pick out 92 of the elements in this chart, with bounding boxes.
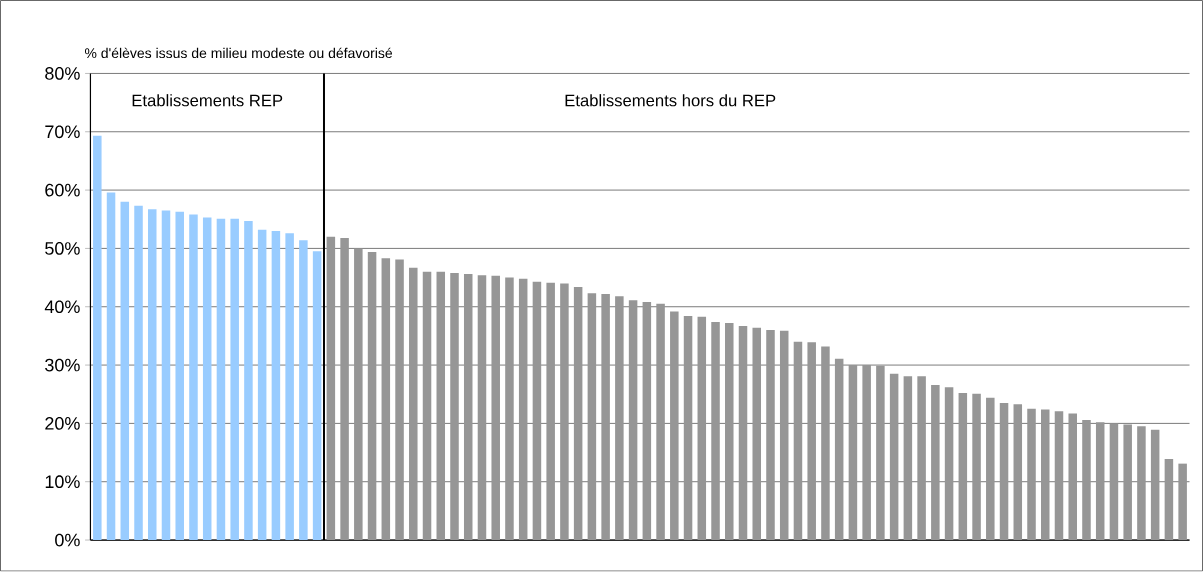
bar (299, 240, 308, 541)
annotation: Etablissements hors du REP (565, 94, 776, 107)
bar (1068, 413, 1077, 541)
bar (656, 304, 665, 541)
bar (1082, 420, 1091, 541)
bar (106, 192, 116, 541)
bar (601, 294, 610, 541)
bar (766, 330, 775, 541)
bar (738, 326, 748, 541)
bar (354, 248, 363, 541)
y-tick-label: 60% (45, 183, 80, 197)
bar (876, 365, 885, 541)
bar (779, 330, 789, 541)
bar (1095, 422, 1105, 541)
bar (999, 403, 1009, 541)
bar (450, 273, 459, 541)
bar (230, 218, 239, 541)
bar (834, 358, 844, 541)
bar (1137, 426, 1146, 541)
bar (1041, 409, 1050, 541)
y-tick-label: 50% (45, 242, 80, 256)
bar (175, 211, 184, 541)
bar (436, 271, 446, 541)
bar (409, 267, 418, 541)
bar (189, 214, 198, 541)
bar (161, 210, 171, 541)
y-axis-title: % d'élèves issus de milieu modeste ou défavorisé (84, 47, 393, 59)
bar (340, 238, 349, 541)
bar (903, 376, 913, 541)
annotation: Etablissements REP (132, 94, 283, 107)
bar (697, 316, 707, 541)
bar (257, 229, 267, 541)
bar (931, 385, 940, 541)
bar (505, 277, 514, 541)
y-tick-label: 80% (45, 67, 80, 81)
bar (1178, 463, 1187, 541)
bar (958, 393, 968, 541)
bar (271, 231, 281, 541)
bar (244, 221, 253, 541)
bar (395, 259, 404, 541)
bar (944, 387, 954, 541)
bar (381, 258, 391, 541)
bar (917, 376, 926, 541)
bar (1150, 430, 1160, 541)
y-tick-label: 20% (45, 417, 80, 430)
bar (1013, 404, 1023, 541)
bar (752, 327, 762, 541)
bar (1123, 424, 1132, 541)
y-tick-label: 40% (44, 300, 80, 314)
bar (725, 323, 734, 541)
bar (463, 274, 473, 541)
bar (202, 217, 212, 541)
bar (120, 201, 130, 541)
bar (477, 275, 487, 541)
bar (615, 296, 624, 541)
bar (889, 374, 899, 541)
bar (848, 365, 858, 541)
y-tick-label: 70% (45, 125, 80, 139)
bar (1109, 423, 1119, 541)
bar (491, 276, 500, 541)
bar (986, 397, 995, 541)
bar (1164, 459, 1174, 541)
bar (285, 233, 294, 541)
bar (642, 302, 652, 541)
bar (326, 236, 336, 541)
bar (312, 251, 322, 541)
bar (422, 271, 432, 541)
bar (628, 300, 638, 541)
bar (573, 287, 583, 541)
bar (560, 283, 569, 541)
bar (793, 341, 803, 541)
bar (518, 278, 528, 541)
bar (134, 206, 143, 541)
y-tick-label: 0% (55, 533, 80, 547)
bar (1027, 409, 1036, 541)
bar (807, 342, 816, 541)
bar (862, 365, 871, 541)
bar (587, 293, 597, 541)
bar (670, 311, 679, 541)
bar (972, 393, 981, 541)
bar (367, 252, 377, 541)
bar (93, 136, 102, 541)
y-tick-label: 30% (45, 358, 80, 372)
bar (683, 316, 693, 541)
bar (532, 281, 542, 541)
bar (821, 346, 830, 541)
bar (148, 209, 157, 541)
bar (216, 218, 226, 541)
bar (1054, 411, 1064, 541)
bar (546, 283, 555, 541)
y-tick-label: 10% (45, 475, 80, 489)
bar (711, 322, 720, 541)
